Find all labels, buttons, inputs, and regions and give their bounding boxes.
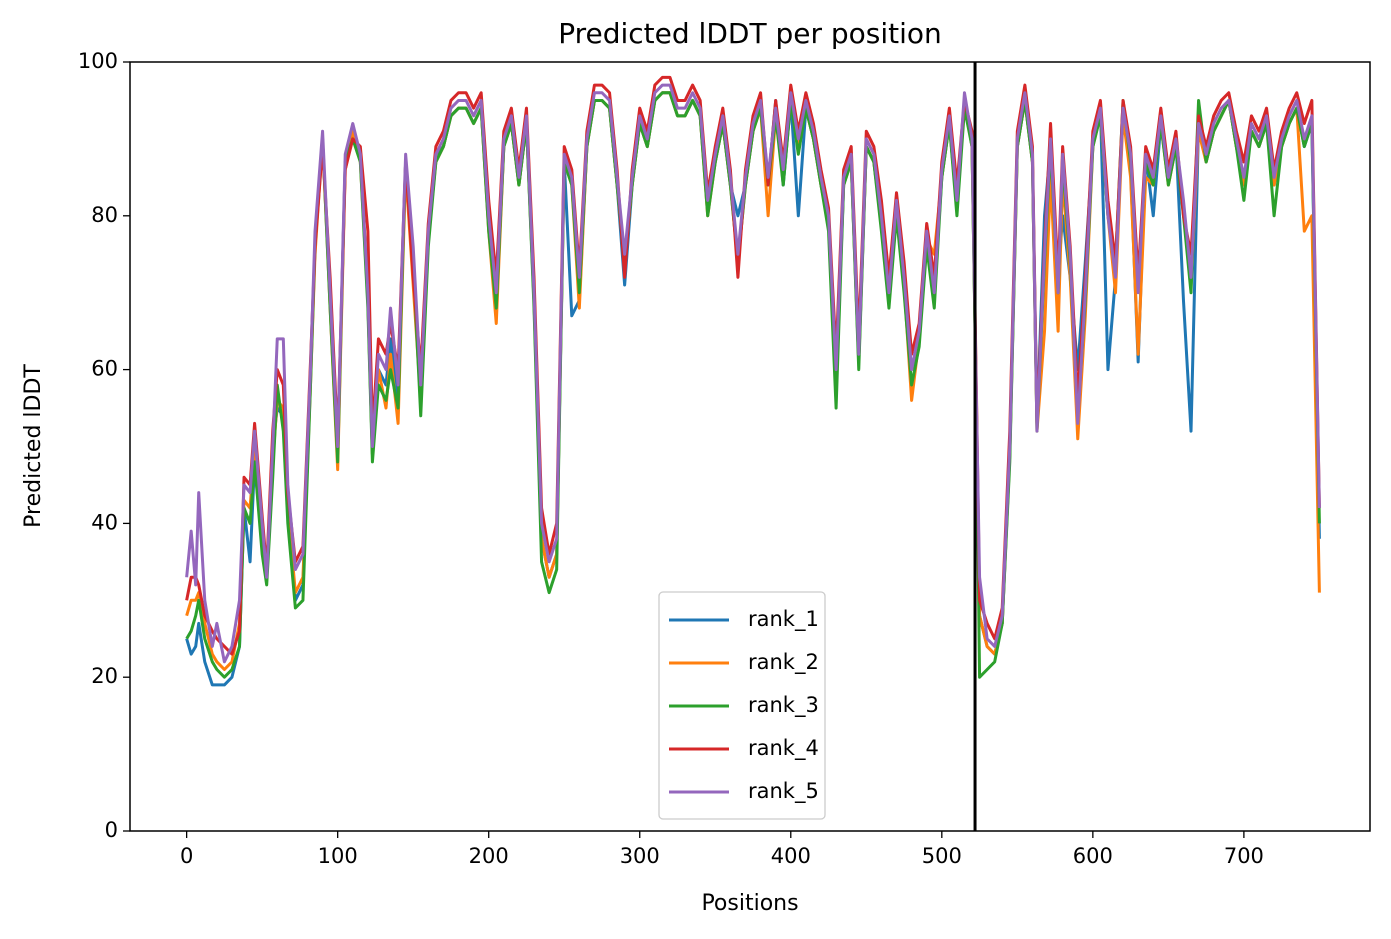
legend-label: rank_2 [748,650,819,675]
legend-box [658,591,826,820]
x-tick-label: 500 [922,844,962,868]
legend-label: rank_1 [748,607,819,632]
plot-frame [129,61,1371,832]
y-tick-label: 20 [91,664,118,688]
series-line [185,91,1321,672]
y-tick-label: 80 [91,203,118,227]
legend-label: rank_5 [748,779,819,804]
series-line [185,83,1321,664]
x-tick-label: 600 [1073,844,1113,868]
y-axis-label: Predicted lDDT [21,364,46,528]
x-tick-label: 300 [620,844,660,868]
y-tick-label: 0 [105,818,118,842]
x-tick-label: 0 [180,844,193,868]
x-tick-label: 200 [469,844,509,868]
y-tick-label: 100 [78,49,118,73]
legend: rank_1 rank_2 rank_3 rank_4 rank_5 [658,591,826,820]
legend-label: rank_4 [748,736,819,761]
x-tick-label: 100 [318,844,358,868]
x-tick-label: 400 [771,844,811,868]
legend-label: rank_3 [748,693,819,718]
x-axis-label: Positions [701,891,798,916]
y-tick-label: 40 [91,510,118,534]
y-tick-label: 60 [91,357,118,381]
x-tick-label: 700 [1224,844,1264,868]
chart-title: Predicted lDDT per position [558,17,942,50]
